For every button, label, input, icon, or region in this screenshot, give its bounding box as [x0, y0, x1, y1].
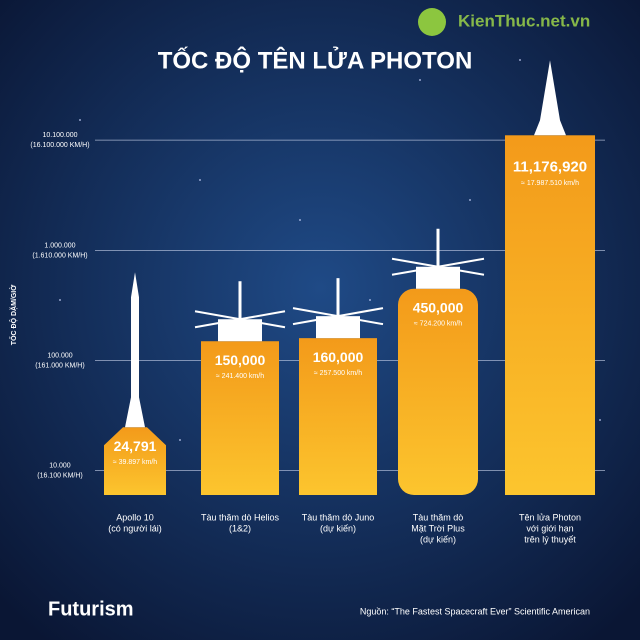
x-tick-label: (dự kiến): [420, 534, 456, 544]
bar: [299, 338, 377, 495]
value-label: 24,791: [114, 438, 157, 454]
y-tick-sublabel: (16.100.000 KM/H): [30, 142, 89, 149]
kmh-label: ≈ 724.200 km/h: [414, 321, 462, 328]
x-tick-label: với giới hạn: [526, 523, 573, 533]
x-tick-label: Tàu thăm dò: [413, 512, 464, 522]
source: Nguồn: “The Fastest Spacecraft Ever” Sci…: [360, 606, 590, 616]
x-tick-label: Apollo 10: [116, 512, 154, 522]
x-tick-label: (có người lái): [108, 523, 161, 533]
kmh-label: ≈ 39.897 km/h: [113, 459, 157, 466]
stars: [59, 59, 601, 441]
y-tick-label: 10.100.000: [42, 132, 77, 139]
kmh-label: ≈ 257.500 km/h: [314, 370, 362, 377]
x-tick-label: (1&2): [229, 523, 251, 533]
x-tick-label: (dự kiến): [320, 523, 356, 533]
probe-body: [218, 319, 262, 342]
x-tick-label: Tàu thăm dò Juno: [302, 512, 375, 522]
value-label: 450,000: [413, 299, 464, 315]
x-tick-label: Mặt Trời Plus: [411, 523, 465, 533]
y-tick-sublabel: (161.000 KM/H): [35, 362, 84, 369]
x-tick-label: Tên lửa Photon: [519, 512, 581, 522]
y-tick-sublabel: (1.610.000 KM/H): [32, 252, 87, 259]
logo-icon: [418, 8, 446, 36]
watermark: KienThuc.net.vn: [458, 11, 590, 30]
kmh-label: ≈ 17.987.510 km/h: [521, 180, 579, 187]
probe-body: [416, 266, 460, 289]
probe-arm: [391, 257, 485, 276]
probe-arm: [194, 310, 286, 329]
bar: [104, 427, 166, 495]
value-label: 150,000: [215, 352, 266, 368]
y-tick-label: 1.000.000: [44, 242, 75, 249]
chart-title: TỐC ĐỘ TÊN LỬA PHOTON: [158, 45, 473, 74]
y-axis-label: TỐC ĐỘ DẶM/GIỜ: [8, 285, 18, 345]
kmh-label: ≈ 241.400 km/h: [216, 373, 264, 380]
value-label: 160,000: [313, 349, 364, 365]
x-tick-label: trên lý thuyết: [524, 534, 576, 544]
bar: [505, 135, 595, 495]
rocket: [534, 60, 566, 136]
x-tick-label: Tàu thăm dò Helios: [201, 512, 280, 522]
bar: [398, 288, 478, 495]
rocket: [125, 272, 145, 428]
probe-arm: [292, 307, 384, 326]
probe-body: [316, 316, 360, 339]
y-tick-sublabel: (16.100 KM/H): [37, 472, 83, 479]
y-tick-label: 100.000: [47, 352, 72, 359]
bar: [201, 341, 279, 495]
value-label: 11,176,920: [513, 158, 587, 175]
y-tick-label: 10.000: [49, 462, 71, 469]
brand: Futurism: [48, 598, 134, 620]
